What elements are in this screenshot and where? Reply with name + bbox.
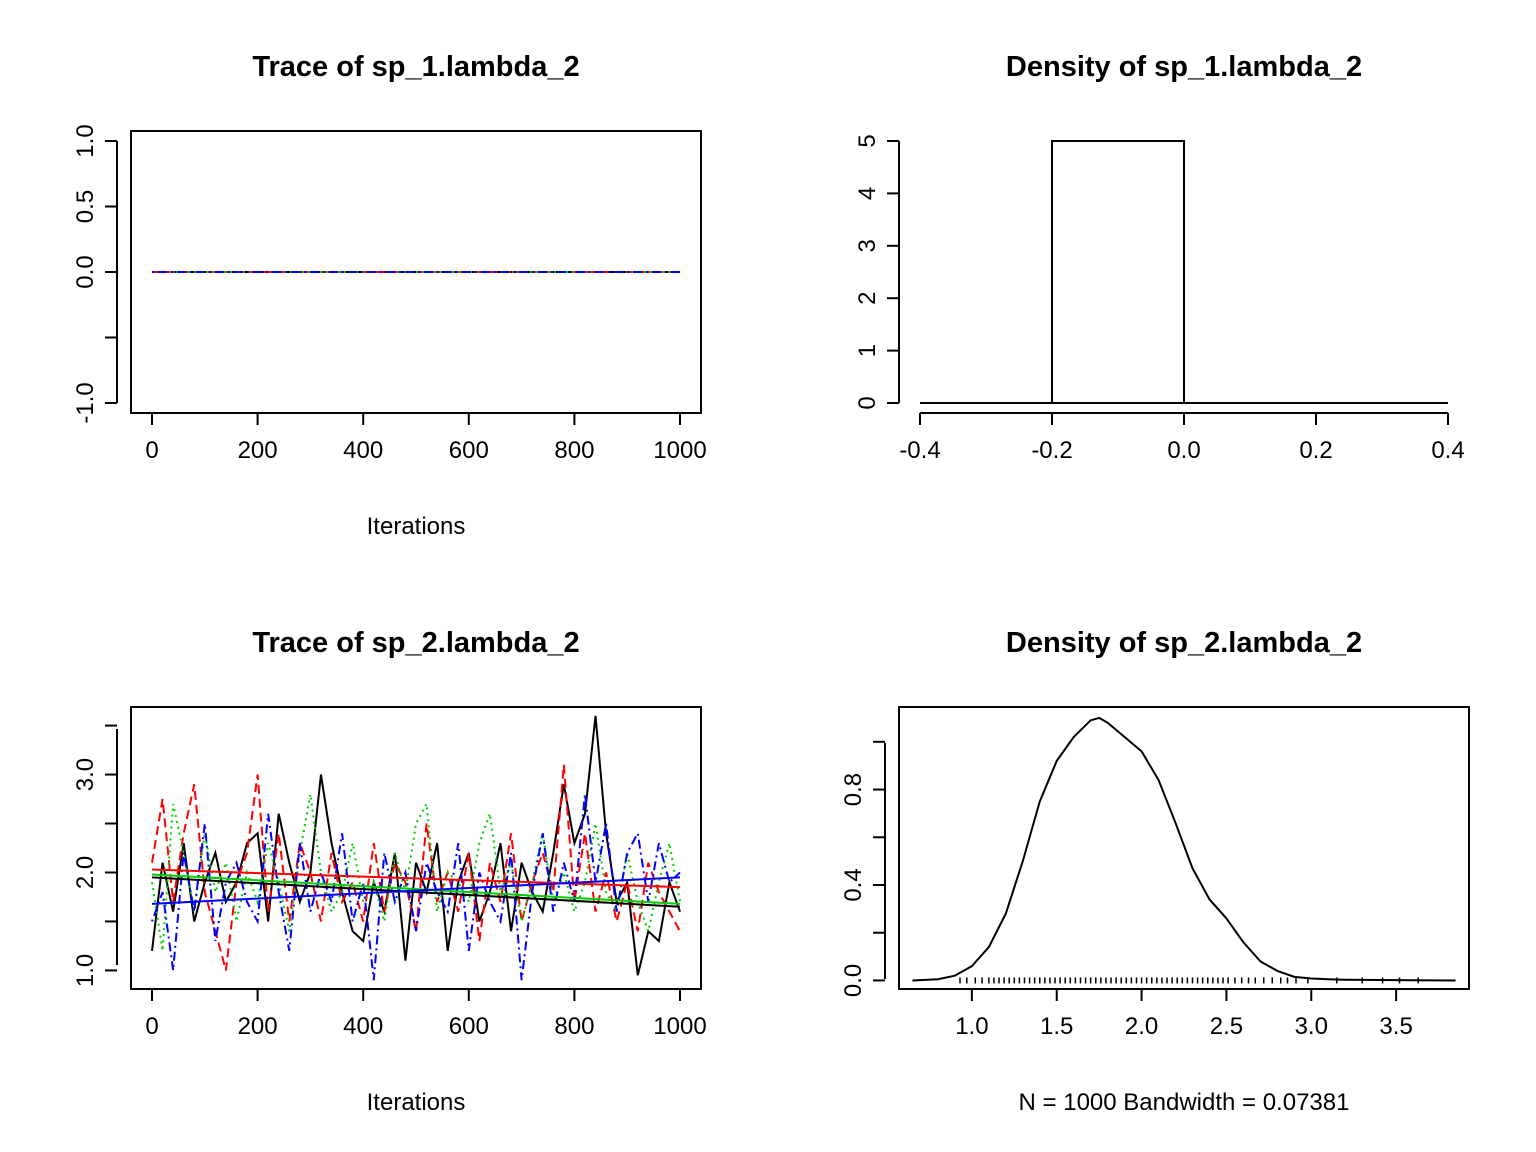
plot-clip xyxy=(912,716,1456,984)
histogram-bars xyxy=(920,140,1448,404)
density-curve xyxy=(912,716,1456,982)
y-tick-label: 0.5 xyxy=(72,190,99,223)
x-axis: 0 200 400 600 800 1000 xyxy=(145,988,707,1040)
panel-trace-sp2: Trace of sp_2.lambda_2 0 200 400 600 800 1000… xyxy=(72,627,707,1116)
y-tick-label: 2.0 xyxy=(72,856,99,889)
y-tick-label: 1 xyxy=(854,344,881,357)
panel-density-sp1: Density of sp_1.lambda_2 -0.4 -0.2 0.0 0.2 0… xyxy=(854,51,1465,464)
x-tick-label: -0.4 xyxy=(899,437,940,464)
smooth-line xyxy=(151,868,681,889)
y-tick-label: 0.4 xyxy=(840,868,867,901)
chart-title: Trace of sp_2.lambda_2 xyxy=(252,627,579,659)
x-axis-title: N = 1000 Bandwidth = 0.07381 xyxy=(1019,1089,1350,1116)
smooth-line xyxy=(151,876,681,905)
panel-trace-sp1: Trace of sp_1.lambda_2 0 200 400 600 800 1000… xyxy=(72,51,707,540)
trace-line xyxy=(151,793,681,951)
x-tick-label: 0 xyxy=(145,1013,158,1040)
plot-area xyxy=(151,715,681,981)
y-axis: 0.0 0.4 0.8 xyxy=(840,740,886,997)
x-tick-label: 2.5 xyxy=(1210,1013,1243,1040)
x-tick-label: 200 xyxy=(238,1013,278,1040)
x-tick-label: 400 xyxy=(343,437,383,464)
histogram-bar xyxy=(1051,140,1185,404)
x-tick-label: -0.2 xyxy=(1031,437,1072,464)
smooth-line xyxy=(151,873,681,905)
y-tick-label: 2 xyxy=(854,292,881,305)
x-tick-label: 0 xyxy=(145,437,158,464)
y-tick-label: -1.0 xyxy=(72,382,99,423)
x-tick-label: 3.0 xyxy=(1295,1013,1328,1040)
y-tick-label: 5 xyxy=(854,134,881,147)
x-tick-label: 800 xyxy=(554,1013,594,1040)
chart-title: Density of sp_2.lambda_2 xyxy=(1006,627,1362,659)
x-tick-label: 400 xyxy=(343,1013,383,1040)
x-axis: 0 200 400 600 800 1000 xyxy=(145,412,707,464)
x-tick-label: 600 xyxy=(449,1013,489,1040)
smooth-line xyxy=(151,876,681,908)
trace-line xyxy=(151,715,681,976)
x-axis: -0.4 -0.2 0.0 0.2 0.4 xyxy=(899,412,1465,464)
y-axis: -1.0 0.0 0.5 1.0 xyxy=(72,124,118,424)
x-tick-label: 200 xyxy=(238,437,278,464)
x-axis: 1.0 1.5 2.0 2.5 3.0 3.5 xyxy=(955,988,1413,1040)
x-tick-label: 1000 xyxy=(653,437,706,464)
y-tick-label: 1.0 xyxy=(72,124,99,157)
plot-clip xyxy=(151,715,681,981)
x-tick-label: 0.0 xyxy=(1167,437,1200,464)
x-tick-label: 1.5 xyxy=(1040,1013,1073,1040)
x-tick-label: 0.2 xyxy=(1299,437,1332,464)
plot-area xyxy=(912,716,1456,984)
y-tick-label: 4 xyxy=(854,187,881,200)
y-axis: 1.0 2.0 3.0 xyxy=(72,724,118,987)
x-axis-title: Iterations xyxy=(367,1089,466,1116)
y-tick-label: 0.0 xyxy=(840,964,867,997)
x-tick-label: 2.0 xyxy=(1125,1013,1158,1040)
y-tick-label: 0.8 xyxy=(840,773,867,806)
panel-density-sp2: Density of sp_2.lambda_2 1.0 1.5 2.0 2.5 3.0… xyxy=(840,627,1470,1116)
x-tick-label: 0.4 xyxy=(1431,437,1464,464)
y-tick-label: 1.0 xyxy=(72,954,99,987)
y-tick-label: 0.0 xyxy=(72,255,99,288)
trace-line xyxy=(151,794,681,981)
chart-title: Trace of sp_1.lambda_2 xyxy=(252,51,579,83)
y-tick-label: 3 xyxy=(854,239,881,252)
x-tick-label: 1.0 xyxy=(955,1013,988,1040)
x-axis-title: Iterations xyxy=(367,513,466,540)
y-tick-label: 3.0 xyxy=(72,758,99,791)
y-axis: 0 1 2 3 4 5 xyxy=(854,134,900,410)
x-tick-label: 800 xyxy=(554,437,594,464)
x-tick-label: 1000 xyxy=(653,1013,706,1040)
plot-frame xyxy=(130,706,702,990)
x-tick-label: 3.5 xyxy=(1379,1013,1412,1040)
y-tick-label: 0 xyxy=(854,396,881,409)
x-tick-label: 600 xyxy=(449,437,489,464)
chart-title: Density of sp_1.lambda_2 xyxy=(1006,51,1362,83)
